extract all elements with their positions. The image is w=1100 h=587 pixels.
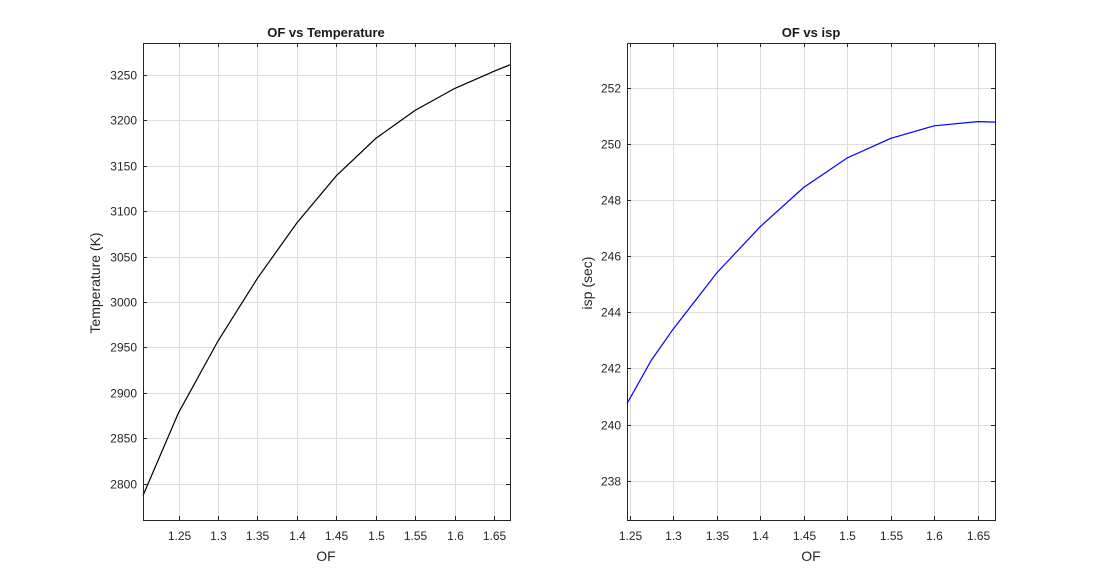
x-tick-label: 1.35 — [706, 529, 730, 543]
chart-title: OF vs Temperature — [267, 25, 385, 40]
x-tick-label: 1.45 — [325, 529, 349, 543]
y-tick-label: 2850 — [110, 432, 137, 446]
x-tick-label: 1.5 — [368, 529, 385, 543]
axes-frame — [627, 43, 996, 521]
y-axis-label: Temperature (K) — [87, 232, 103, 333]
y-tick-label: 2950 — [110, 341, 137, 355]
axes-temperature: 1.25 1.3 1.35 1.4 1.45 1.5 1.55 1.6 1.65 2800 2850… — [87, 25, 511, 564]
axes-frame — [143, 43, 511, 521]
x-axis-label: OF — [801, 548, 820, 564]
y-tick-label: 248 — [601, 194, 621, 208]
x-tick-label: 1.25 — [168, 529, 192, 543]
x-tick-label: 1.4 — [752, 529, 769, 543]
x-tick-label: 1.3 — [665, 529, 682, 543]
y-tick-label: 3000 — [110, 296, 137, 310]
x-tick-label: 1.65 — [483, 529, 507, 543]
x-tick-label: 1.4 — [289, 529, 306, 543]
y-tick-label: 3200 — [110, 114, 137, 128]
x-axis-label: OF — [316, 548, 335, 564]
y-tick-label: 2800 — [110, 478, 137, 492]
x-tick-label: 1.65 — [967, 529, 991, 543]
x-tick-label: 1.45 — [793, 529, 817, 543]
series-line — [142, 64, 511, 496]
x-tick-label: 1.55 — [880, 529, 904, 543]
y-tick-label: 244 — [601, 306, 621, 320]
plot-area: 1.25 1.3 1.35 1.4 1.45 1.5 1.55 1.6 1.65 2800 2850… — [110, 43, 511, 543]
x-tick-label: 1.6 — [926, 529, 943, 543]
y-tick-label: 240 — [601, 419, 621, 433]
chart-title: OF vs isp — [782, 25, 841, 40]
y-tick-label: 3050 — [110, 251, 137, 265]
y-tick-label: 242 — [601, 362, 621, 376]
x-tick-label: 1.55 — [404, 529, 428, 543]
y-tick-label: 3150 — [110, 160, 137, 174]
x-tick-label: 1.6 — [447, 529, 464, 543]
x-tick-label: 1.25 — [619, 529, 643, 543]
y-tick-label: 238 — [601, 475, 621, 489]
x-tick-label: 1.3 — [210, 529, 227, 543]
y-tick-label: 3100 — [110, 205, 137, 219]
series-line — [626, 120, 996, 404]
y-tick-label: 2900 — [110, 387, 137, 401]
y-tick-label: 246 — [601, 250, 621, 264]
y-axis-label: isp (sec) — [579, 257, 595, 310]
y-tick-label: 250 — [601, 138, 621, 152]
plot-area: 1.25 1.3 1.35 1.4 1.45 1.5 1.55 1.6 1.65 238 240 24… — [601, 43, 996, 543]
x-tick-label: 1.35 — [246, 529, 270, 543]
y-tick-label: 252 — [601, 82, 621, 96]
axes-isp: 1.25 1.3 1.35 1.4 1.45 1.5 1.55 1.6 1.65 238 240 24… — [579, 25, 996, 564]
y-tick-label: 3250 — [110, 69, 137, 83]
x-tick-label: 1.5 — [839, 529, 856, 543]
